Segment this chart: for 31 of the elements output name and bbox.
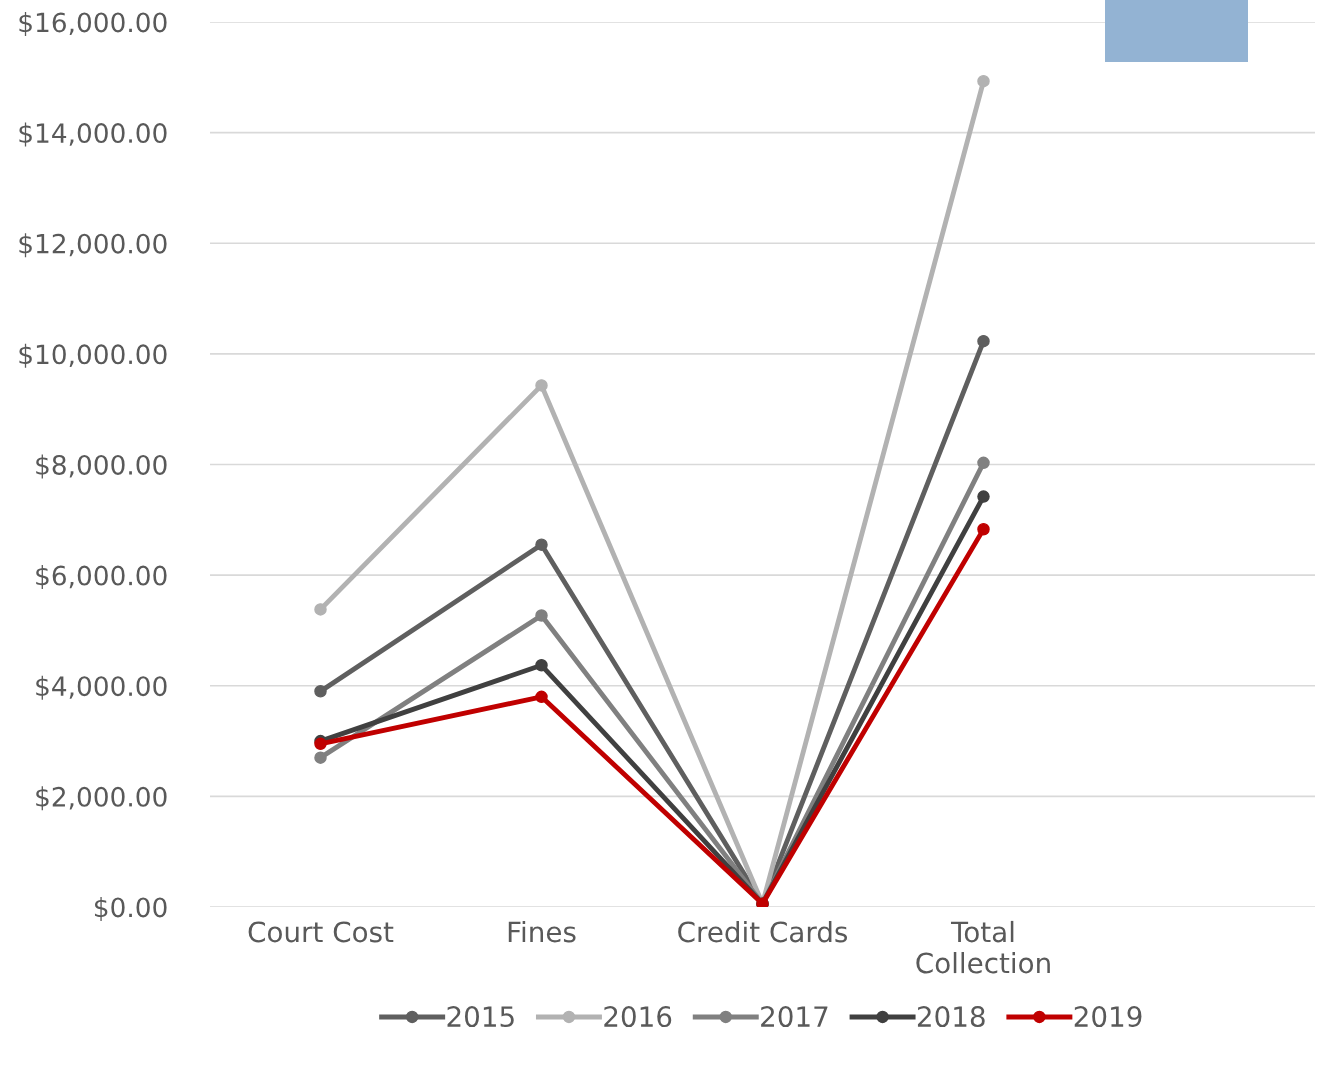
legend-label: 2015 bbox=[447, 1006, 514, 1028]
point bbox=[314, 751, 327, 764]
y-tick-label: $0.00 bbox=[94, 896, 167, 921]
y-tick-label: $16,000.00 bbox=[19, 11, 167, 36]
legend-label: 2016 bbox=[604, 1006, 672, 1028]
y-tick-label: $10,000.00 bbox=[19, 343, 167, 368]
point bbox=[535, 690, 548, 704]
point bbox=[977, 490, 990, 503]
point bbox=[535, 609, 548, 622]
x-tick-label: Total Collection bbox=[916, 920, 1050, 974]
y-tick-label: $8,000.00 bbox=[36, 454, 167, 479]
y-tick-label: $6,000.00 bbox=[36, 565, 167, 590]
point bbox=[535, 538, 548, 551]
point bbox=[314, 685, 327, 698]
y-tick-label: $14,000.00 bbox=[19, 122, 167, 147]
point bbox=[977, 74, 990, 88]
legend-label: 2017 bbox=[761, 1006, 828, 1028]
x-tick-label: Court Cost bbox=[248, 921, 394, 943]
x-tick-label: Fines bbox=[508, 920, 576, 943]
point bbox=[977, 522, 990, 536]
point bbox=[977, 456, 990, 470]
y-tick-label: $12,000.00 bbox=[19, 233, 167, 258]
x-tick-label: Credit Cards bbox=[678, 920, 848, 943]
point bbox=[977, 334, 990, 348]
y-tick-label: $4,000.00 bbox=[36, 675, 167, 700]
y-tick-label: $2,000.00 bbox=[36, 786, 167, 811]
legend-label: 2019 bbox=[1074, 1006, 1142, 1028]
legend-label: 2018 bbox=[917, 1006, 985, 1028]
point bbox=[535, 379, 548, 392]
point bbox=[314, 603, 327, 616]
point bbox=[535, 659, 548, 672]
